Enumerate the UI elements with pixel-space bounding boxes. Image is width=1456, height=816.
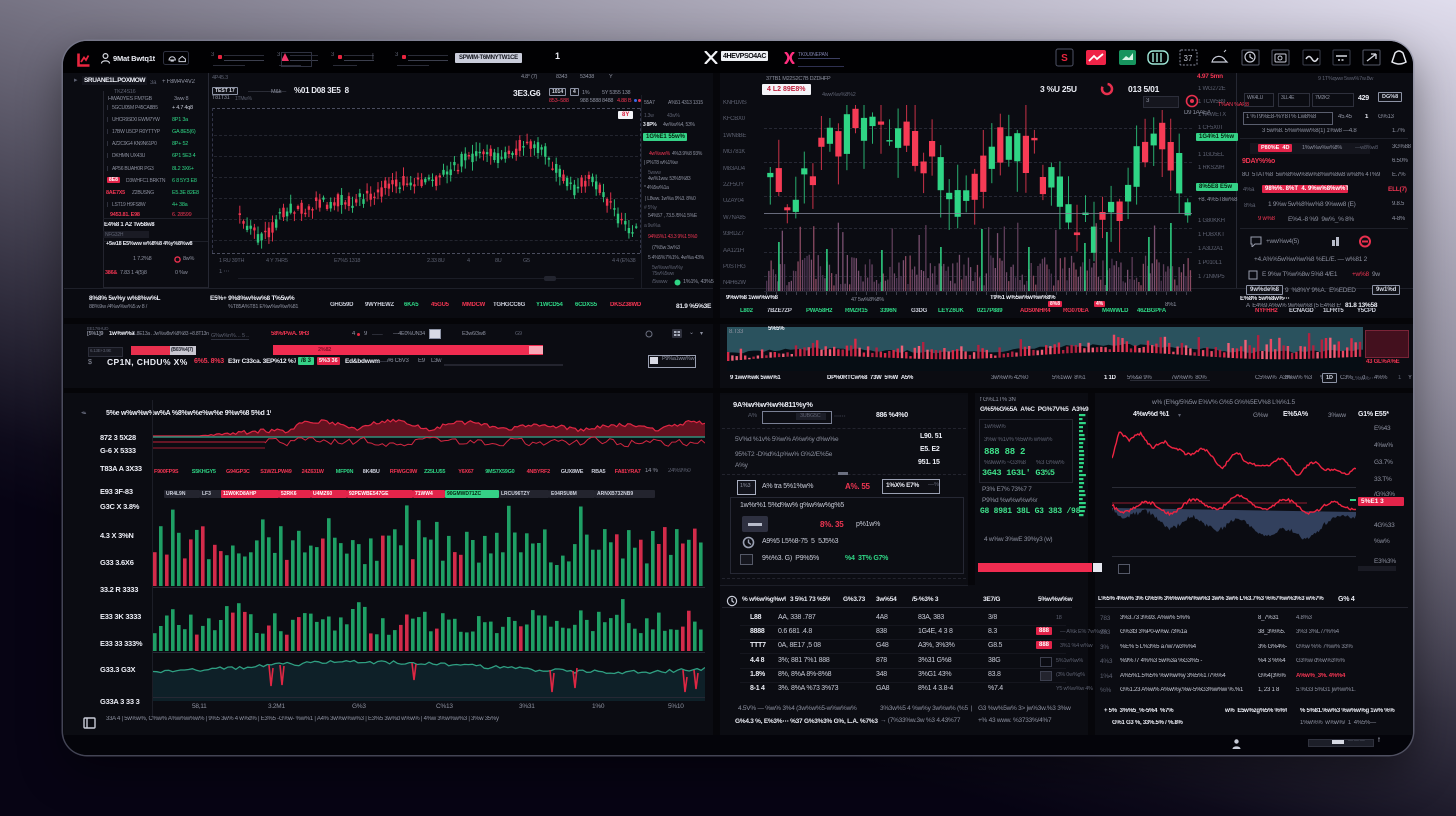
svg-text:S: S: [1061, 53, 1068, 64]
svg-text:37: 37: [1184, 54, 1193, 63]
